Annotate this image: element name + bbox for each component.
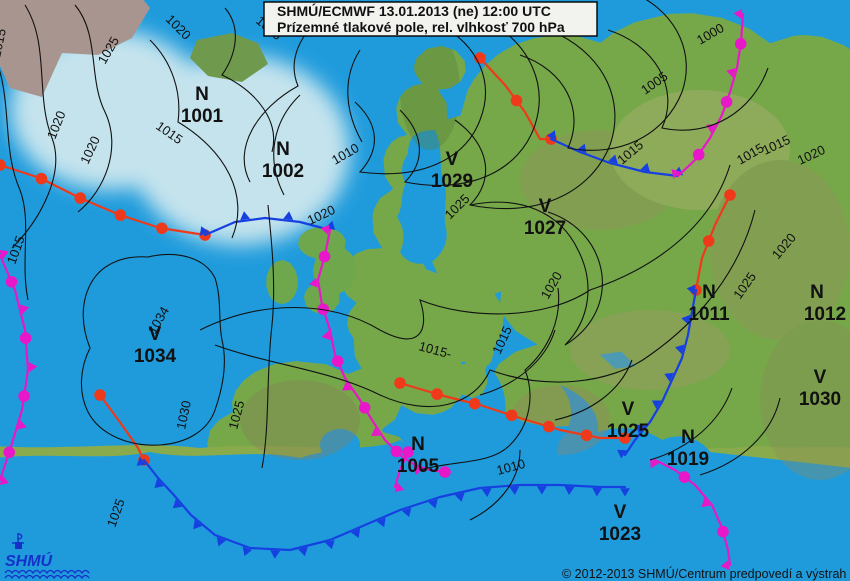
svg-text:V: V [149, 324, 162, 345]
svg-text:V: V [539, 196, 552, 217]
svg-text:1012: 1012 [804, 304, 846, 325]
svg-text:SHMÚ: SHMÚ [5, 551, 53, 570]
svg-text:1002: 1002 [262, 161, 304, 182]
svg-text:1023: 1023 [599, 524, 641, 545]
svg-text:1034: 1034 [134, 346, 177, 367]
svg-text:N: N [702, 282, 716, 303]
svg-text:V: V [622, 399, 635, 420]
svg-text:SHMÚ/ECMWF 13.01.2013 (ne) 12:: SHMÚ/ECMWF 13.01.2013 (ne) 12:00 UTC [277, 2, 551, 19]
svg-text:© 2012-2013 SHMÚ/Centrum predp: © 2012-2013 SHMÚ/Centrum predpovedí a vý… [562, 566, 846, 581]
svg-text:V: V [446, 149, 459, 170]
svg-text:V: V [614, 502, 627, 523]
svg-text:1005: 1005 [397, 456, 440, 477]
svg-text:V: V [814, 367, 827, 388]
svg-text:N: N [411, 434, 425, 455]
svg-text:1029: 1029 [431, 171, 473, 192]
svg-text:1027: 1027 [524, 218, 566, 239]
svg-text:N: N [195, 84, 209, 105]
svg-text:Prízemné tlakové pole, rel. vl: Prízemné tlakové pole, rel. vlhkosť 700 … [277, 19, 565, 35]
svg-text:N: N [681, 427, 695, 448]
svg-text:N: N [810, 282, 824, 303]
svg-text:1030: 1030 [799, 389, 841, 410]
svg-text:1019: 1019 [667, 449, 709, 470]
svg-text:N: N [276, 139, 290, 160]
svg-text:1001: 1001 [181, 106, 224, 127]
svg-text:1011: 1011 [688, 304, 730, 325]
svg-text:1025: 1025 [607, 421, 650, 442]
